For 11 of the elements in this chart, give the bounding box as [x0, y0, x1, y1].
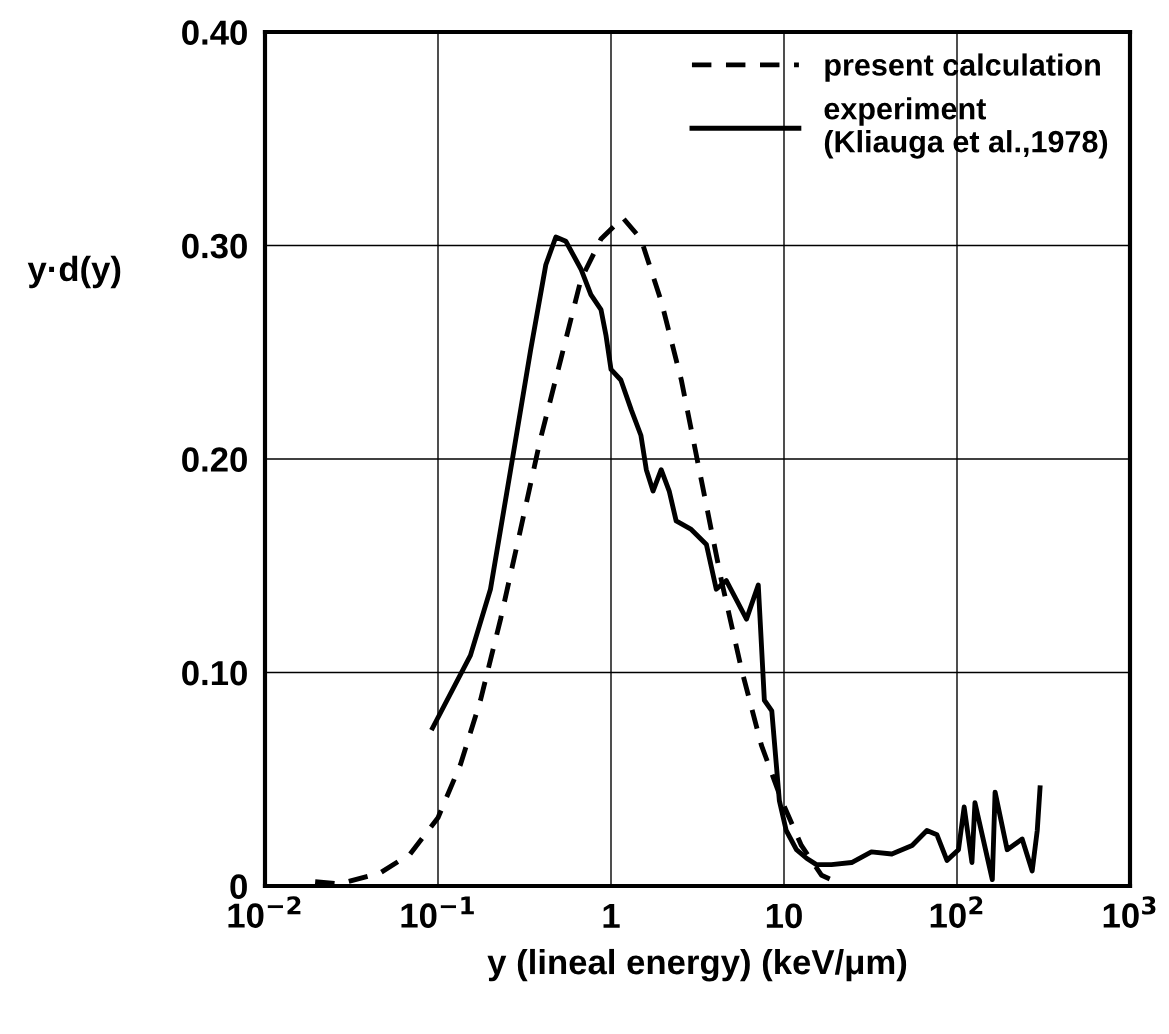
- x-tick-label: 10: [766, 903, 802, 929]
- y-tick-label: 0.10: [182, 660, 247, 686]
- x-tick-label: 10$^{−1}$: [401, 896, 474, 928]
- y-tick-label: 0.40: [182, 20, 247, 45]
- x-axis-title: y (lineal energy) (keV/μm): [487, 948, 907, 982]
- y-tick-label: 0.30: [182, 233, 247, 259]
- y-axis-title: y·d(y): [27, 255, 121, 289]
- x-tick-label: 10$^{3}$: [1103, 896, 1156, 928]
- y-tick-label: 0.20: [182, 447, 247, 472]
- x-tick-label: 10$^{2}$: [930, 896, 983, 928]
- x-tick-label: 1: [603, 903, 620, 928]
